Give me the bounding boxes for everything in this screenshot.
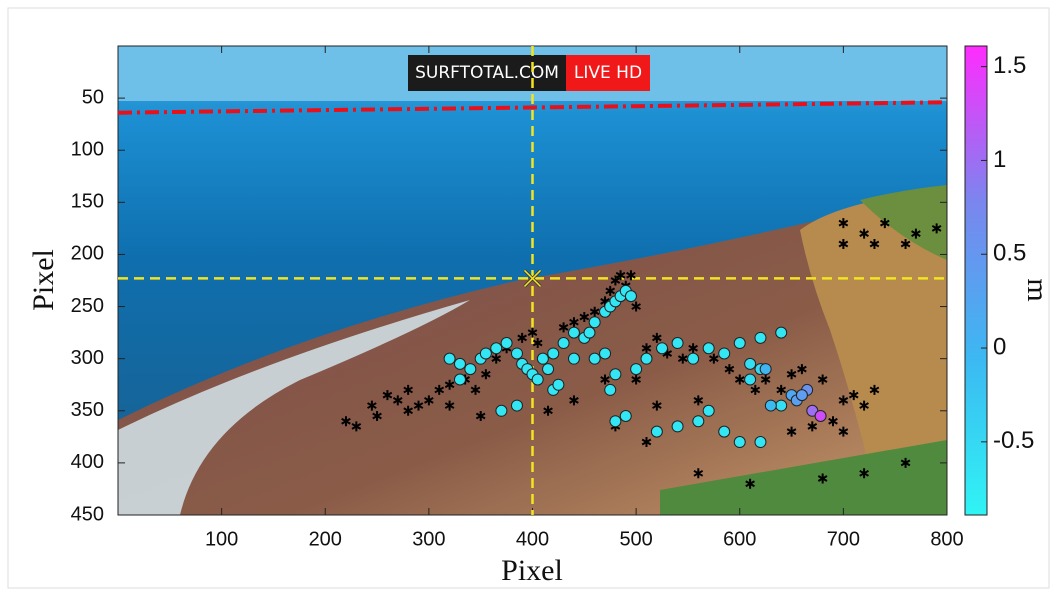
measured-point: [755, 332, 766, 343]
measured-point: [589, 317, 600, 328]
y-tick-label: 150: [71, 191, 104, 213]
measured-point: [605, 384, 616, 395]
y-tick-label: 250: [71, 295, 104, 317]
measured-point: [537, 353, 548, 364]
watermark: SURFTOTAL.COM: [415, 63, 559, 83]
measured-point: [444, 353, 455, 364]
measured-point: [532, 374, 543, 385]
colorbar-tick-label: -0.5: [993, 427, 1034, 454]
y-tick-label: 300: [71, 347, 104, 369]
x-tick-label: 300: [412, 528, 445, 550]
measured-point: [548, 348, 559, 359]
measured-point: [693, 416, 704, 427]
measured-point: [501, 338, 512, 349]
measured-point: [688, 353, 699, 364]
colorbar: [965, 46, 987, 515]
x-tick-label: 500: [619, 528, 652, 550]
measured-point: [651, 426, 662, 437]
chart: SURFTOTAL.COM LIVE HD Pixel Pixel m 100 2…: [0, 0, 1057, 597]
colorbar-tick-label: 1: [993, 146, 1006, 173]
measured-point: [568, 327, 579, 338]
measured-point: [558, 338, 569, 349]
measured-point: [755, 437, 766, 448]
measured-point: [491, 343, 502, 354]
measured-point: [734, 338, 745, 349]
measured-point: [584, 327, 595, 338]
measured-point: [454, 358, 465, 369]
x-axis-label: Pixel: [501, 554, 563, 587]
measured-point: [620, 410, 631, 421]
measured-point: [719, 426, 730, 437]
colorbar-tick-label: 0.5: [993, 240, 1026, 267]
measured-point: [543, 364, 554, 375]
y-tick-label: 350: [71, 399, 104, 421]
x-tick-label: 200: [309, 528, 342, 550]
y-tick-label: 50: [82, 86, 104, 108]
measured-point: [719, 348, 730, 359]
measured-point: [641, 353, 652, 364]
y-tick-label: 200: [71, 243, 104, 265]
measured-point: [511, 400, 522, 411]
page: {"chart_data": {"type": "scatter", "x_la…: [0, 0, 1057, 597]
measured-point: [553, 379, 564, 390]
x-tick-label: 700: [827, 528, 860, 550]
measured-point: [631, 364, 642, 375]
measured-point: [496, 405, 507, 416]
measured-point: [657, 343, 668, 354]
x-tick-label: 100: [205, 528, 238, 550]
x-tick-label: 600: [723, 528, 756, 550]
measured-point: [589, 353, 600, 364]
measured-point: [760, 364, 771, 375]
measured-point: [672, 421, 683, 432]
measured-point: [600, 348, 611, 359]
measured-point: [480, 348, 491, 359]
x-tick-label: 400: [516, 528, 549, 550]
y-tick-label: 450: [71, 503, 104, 525]
measured-point: [776, 400, 787, 411]
measured-point: [815, 410, 826, 421]
x-tick-label: 800: [930, 528, 963, 550]
colorbar-tick-label: 0: [993, 333, 1006, 360]
y-axis-label: Pixel: [27, 249, 60, 311]
measured-point: [796, 390, 807, 401]
y-tick-label: 400: [71, 451, 104, 473]
watermark: LIVE HD: [574, 63, 642, 83]
measured-point: [568, 353, 579, 364]
measured-point: [734, 437, 745, 448]
measured-point: [610, 416, 621, 427]
colorbar-label: m: [1021, 278, 1054, 301]
measured-point: [745, 358, 756, 369]
measured-point: [672, 338, 683, 349]
measured-point: [625, 291, 636, 302]
measured-point: [776, 327, 787, 338]
measured-point: [465, 364, 476, 375]
measured-point: [765, 400, 776, 411]
measured-point: [745, 374, 756, 385]
measured-point: [703, 343, 714, 354]
y-tick-label: 100: [71, 139, 104, 161]
measured-point: [703, 405, 714, 416]
measured-point: [610, 369, 621, 380]
measured-point: [454, 374, 465, 385]
colorbar-tick-label: 1.5: [993, 52, 1026, 79]
measured-point: [511, 348, 522, 359]
